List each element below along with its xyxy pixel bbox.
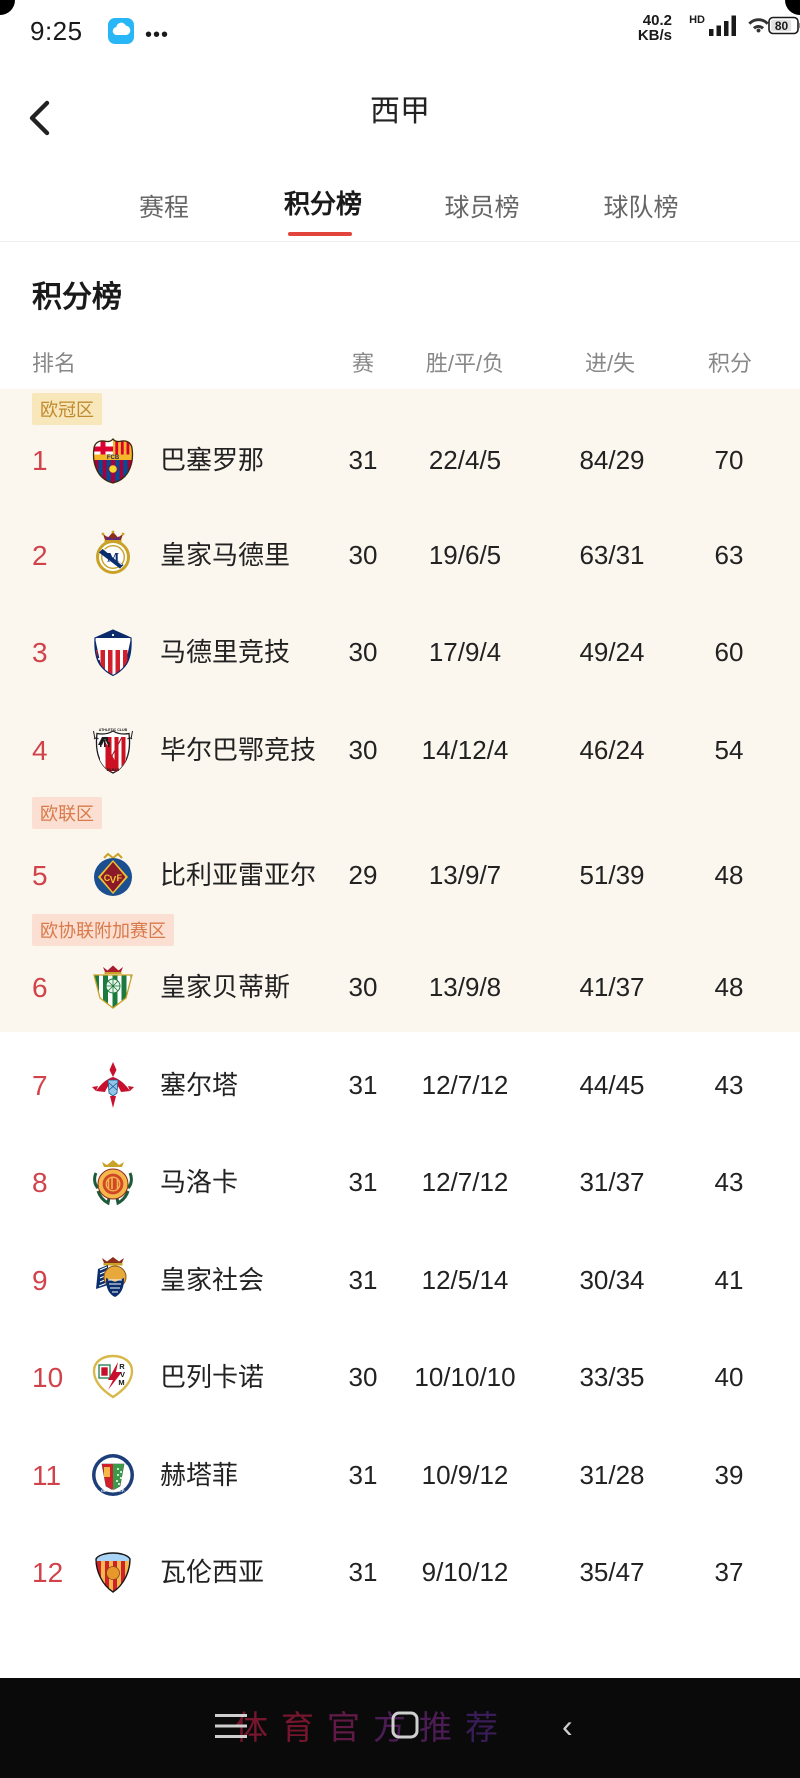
svg-text:F: F — [117, 873, 123, 883]
svg-text:BILBAO: BILBAO — [107, 768, 120, 772]
svg-text:M: M — [118, 1378, 124, 1387]
svg-text:M: M — [107, 550, 119, 565]
svg-text:GETAFE C.F.: GETAFE C.F. — [101, 1488, 125, 1493]
svg-text:80: 80 — [775, 19, 789, 33]
svg-text:ATHLETIC CLUB: ATHLETIC CLUB — [99, 728, 128, 732]
